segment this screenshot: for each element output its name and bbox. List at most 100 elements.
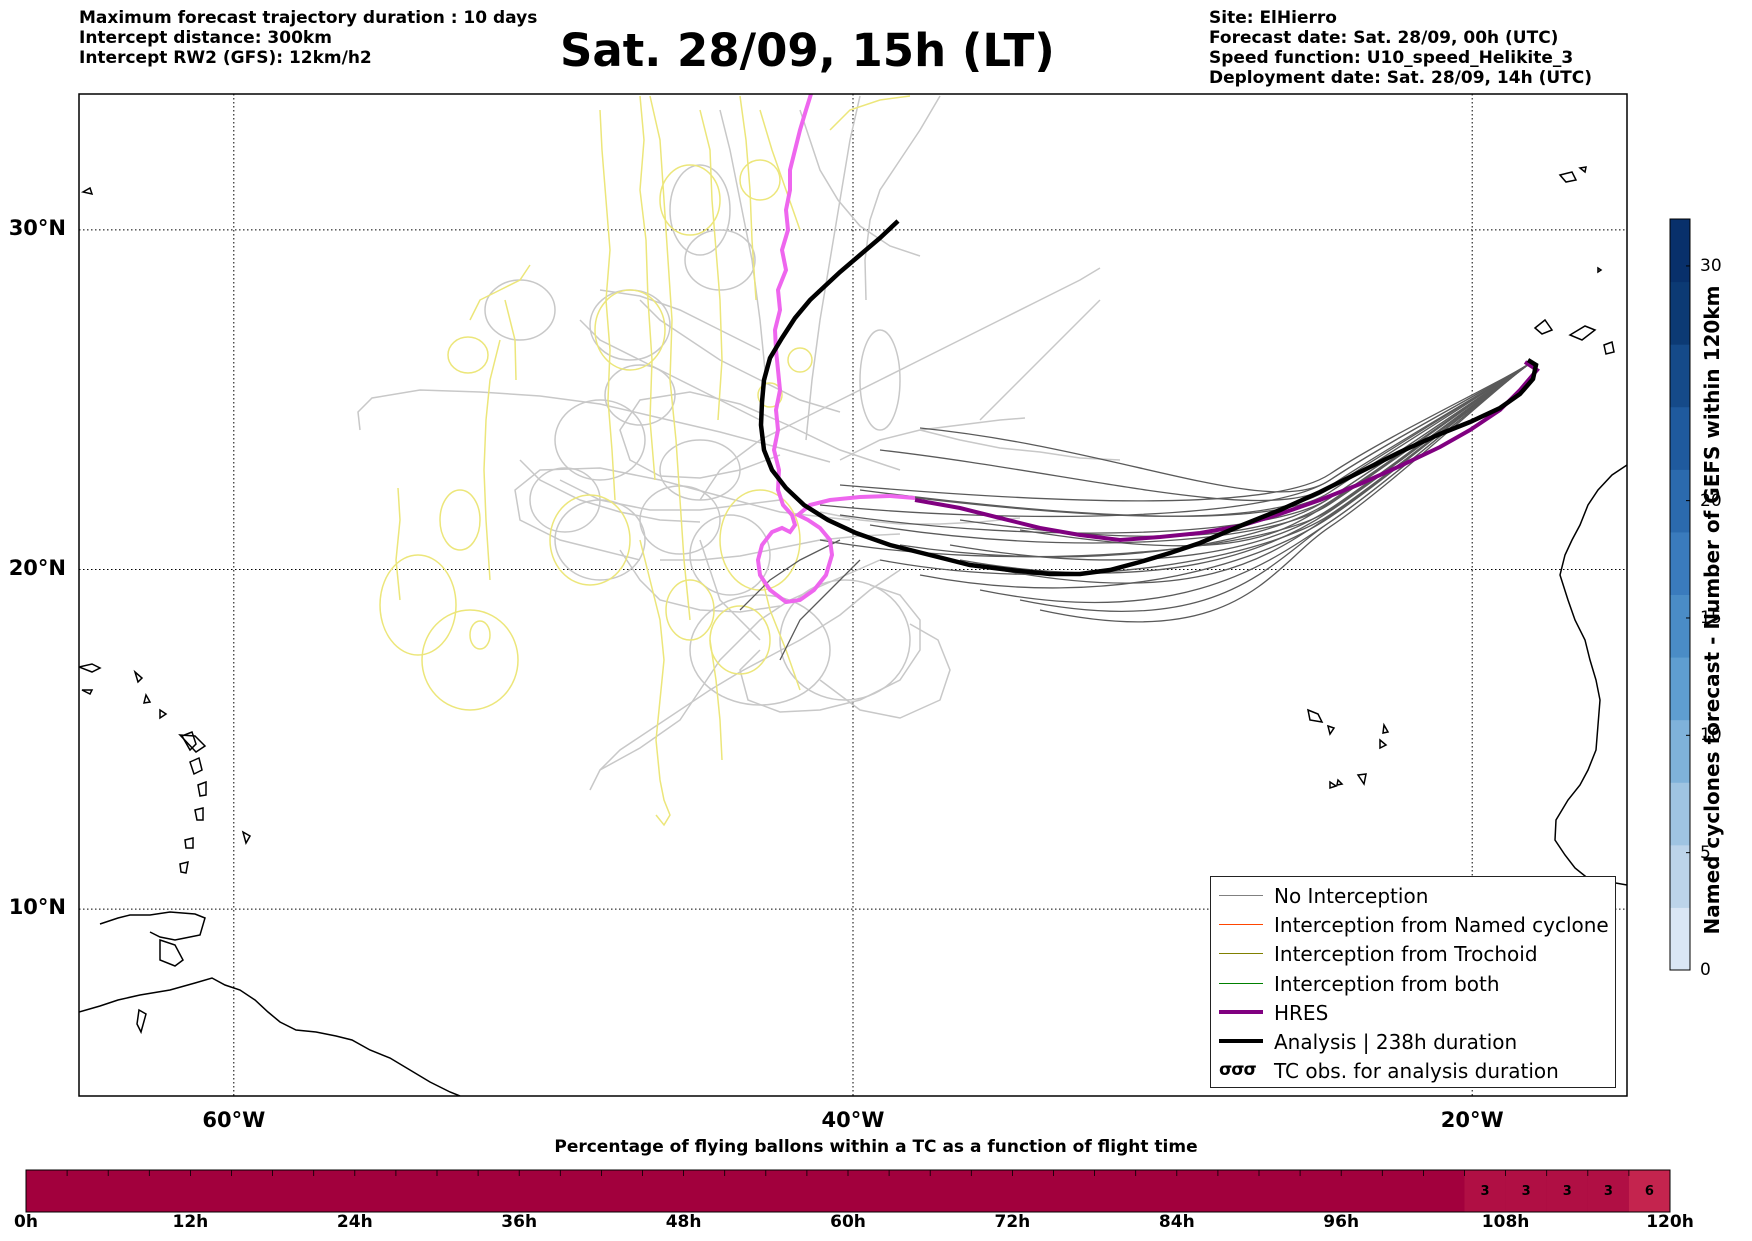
magenta-track <box>755 94 916 605</box>
island-cape-verde-2 <box>1326 724 1336 736</box>
trochoid-member-track <box>649 95 691 621</box>
legend-item: No Interception <box>1211 881 1615 910</box>
trochoid-members <box>379 95 911 827</box>
trochoid-member-loop <box>659 164 721 236</box>
legend-item: σσσ TC obs. for analysis duration <box>1211 1056 1615 1085</box>
island-cape-verde-3 <box>1379 738 1388 750</box>
no-interception-member-track <box>1039 361 1533 623</box>
trochoid-member-track <box>709 639 723 761</box>
percentage-cell <box>1628 1170 1670 1212</box>
island-lesser-antilles-4 <box>194 807 204 821</box>
no-interception-member-track <box>1019 361 1533 547</box>
ensemble-member-track <box>699 539 761 641</box>
colorbar-segment <box>1670 782 1690 846</box>
ensemble-member-track <box>864 95 941 301</box>
time-axis-label: 24h <box>336 1212 373 1232</box>
trochoid-member-loop <box>421 609 519 711</box>
island-cape-verde-5 <box>1356 773 1367 786</box>
ensemble-member-track <box>357 389 831 463</box>
island-lesser-antilles-3 <box>197 780 207 797</box>
percentage-bar-title: Percentage of flying ballons within a TC… <box>554 1137 1198 1157</box>
coastline-africa <box>1554 464 1627 886</box>
trochoid-member-loop <box>594 289 666 371</box>
island-cape-verde-7 <box>1336 778 1344 786</box>
colorbar-tick-label: 15 <box>1700 607 1722 628</box>
cyclone-symbol-icon: σσσ <box>1219 1060 1257 1081</box>
legend-line-sample <box>1219 924 1263 926</box>
legend-label: Analysis | 238h duration <box>1274 1030 1518 1054</box>
colorbar-segment <box>1670 907 1690 971</box>
ensemble-member-loop <box>554 399 646 481</box>
time-axis-label: 120h <box>1646 1212 1694 1232</box>
time-axis-label: 72h <box>994 1212 1031 1232</box>
colorbar-segment <box>1670 844 1690 908</box>
ensemble-member-loop <box>779 579 911 701</box>
time-axis-label: 108h <box>1481 1212 1530 1232</box>
island-canary-1 <box>1533 318 1554 335</box>
trochoid-member-track <box>739 95 757 301</box>
legend-label: TC obs. for analysis duration <box>1274 1059 1559 1084</box>
coastline-south-america <box>79 977 461 1096</box>
map-frame <box>78 93 1628 1097</box>
percentage-bar <box>25 1169 1671 1213</box>
page-title: Sat. 28/09, 15h (LT) <box>560 24 1055 77</box>
island-cape-verde-6 <box>1329 780 1338 790</box>
latitude-label: 20°N <box>8 555 66 580</box>
island-lesser-antilles-2 <box>189 756 203 776</box>
trochoid-member-loop <box>665 579 715 641</box>
graticule <box>79 94 1627 1096</box>
speed-function-text: Speed function: U10_speed_Helikite_3 <box>1209 48 1574 68</box>
percentage-cell <box>1505 1170 1547 1212</box>
island-bermuda <box>80 186 94 196</box>
trochoid-member-loop <box>709 605 771 675</box>
legend-line-sample <box>1219 1039 1263 1043</box>
colorbar-tick-label: 10 <box>1700 725 1722 746</box>
no-interception-member-track <box>999 361 1533 584</box>
ensemble-member-loop <box>689 594 831 706</box>
ensemble-member-track <box>639 299 841 413</box>
trochoid-member-track <box>639 539 665 781</box>
colorbar-segment <box>1670 657 1690 721</box>
island-guadeloupe <box>178 734 207 753</box>
ensemble-members-light <box>357 95 1121 791</box>
island-cape-verde-4 <box>1382 722 1390 734</box>
colorbar-segment <box>1670 344 1690 408</box>
deployment-date-text: Deployment date: Sat. 28/09, 14h (UTC) <box>1209 68 1593 88</box>
legend-item: Interception from Named cyclone <box>1211 910 1615 939</box>
island-barbados <box>136 1008 147 1035</box>
no-interception-member-track <box>859 361 1533 517</box>
trochoid-member-track <box>639 95 656 481</box>
coastline-caribbean-islands <box>99 911 206 941</box>
ensemble-member-loop <box>604 364 676 426</box>
time-axis-label: 96h <box>1323 1212 1360 1232</box>
ensemble-member-track <box>719 109 767 381</box>
island-small-1 <box>133 669 144 684</box>
ensemble-member-track <box>619 549 781 613</box>
ensemble-member-loop <box>689 514 771 596</box>
percentage-bar-fill <box>26 1170 1670 1212</box>
ensemble-member-track <box>805 95 861 441</box>
no-interception-member-track <box>1019 361 1533 613</box>
colorbar-segment <box>1670 406 1690 470</box>
trochoid-member-loop <box>447 336 489 374</box>
longitude-label: 40°W <box>821 1108 885 1132</box>
time-axis-label: 12h <box>172 1212 209 1232</box>
header-right: Site: ElHierro Forecast date: Sat. 28/09… <box>1209 8 1592 88</box>
time-axis-label: 36h <box>501 1212 538 1232</box>
forecast-date-text: Forecast date: Sat. 28/09, 00h (UTC) <box>1209 28 1559 48</box>
coastlines <box>79 166 1627 1096</box>
trochoid-member-track <box>829 95 911 131</box>
ensemble-member-loop <box>669 164 731 256</box>
trochoid-member-loop <box>439 489 481 551</box>
latitude-label: 30°N <box>8 215 66 240</box>
island-lesser-antilles-1 <box>180 731 197 752</box>
ensemble-member-loop <box>554 499 646 581</box>
longitude-label: 60°W <box>202 1108 266 1132</box>
trochoid-member-track <box>699 109 723 421</box>
percentage-cell-value: 3 <box>1480 1183 1490 1199</box>
ensemble-member-track <box>819 623 951 719</box>
ensemble-member-track <box>979 299 1101 421</box>
island-cape-verde-1 <box>1306 708 1324 723</box>
ensemble-member-track <box>739 584 921 713</box>
legend-item: HRES <box>1211 998 1615 1027</box>
